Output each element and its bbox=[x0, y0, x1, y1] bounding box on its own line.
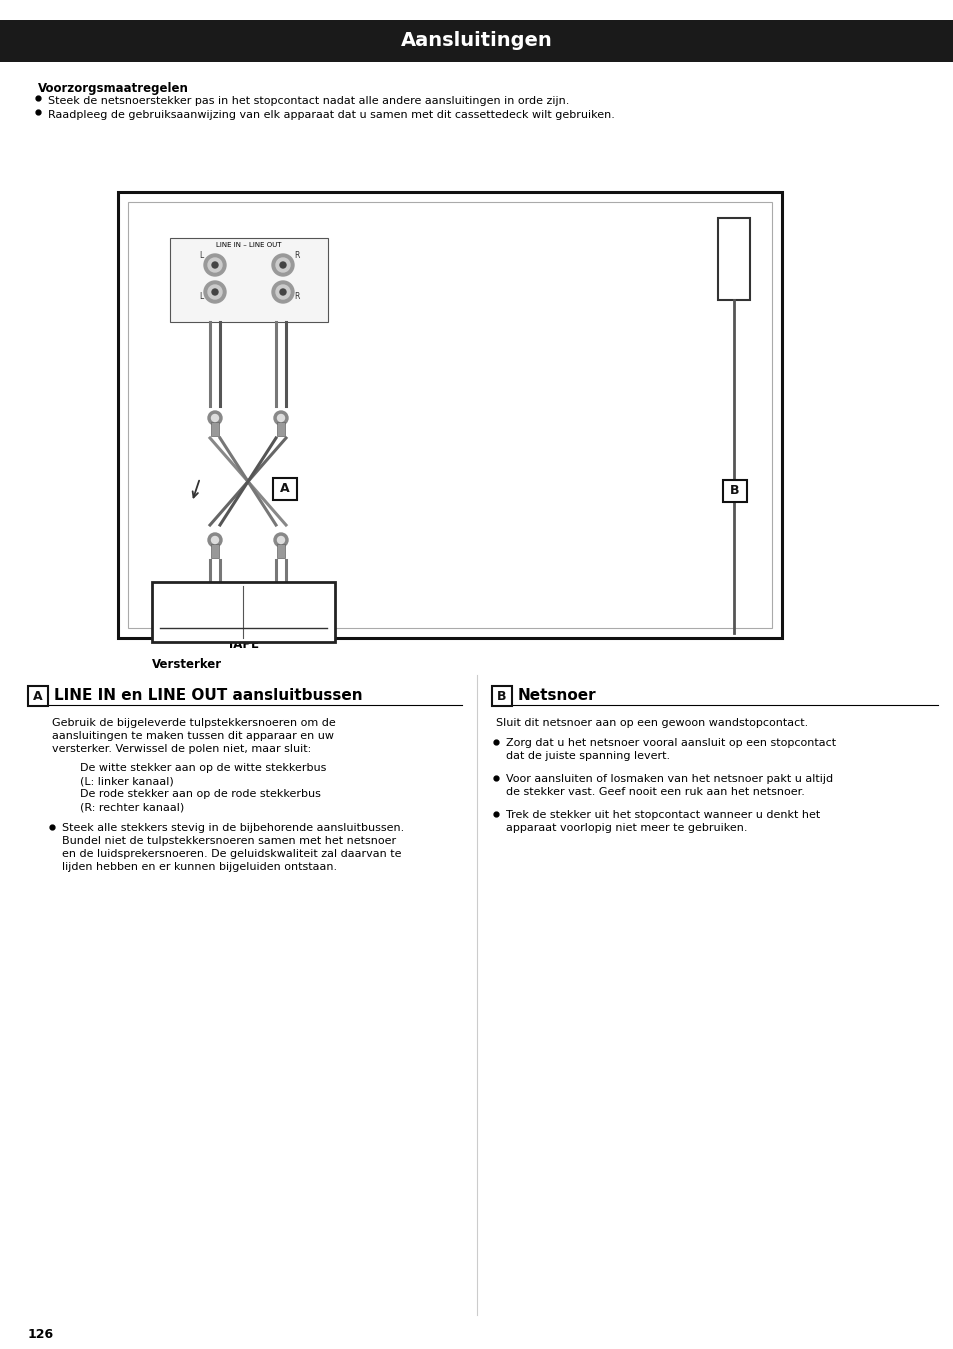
Text: apparaat voorlopig niet meer te gebruiken.: apparaat voorlopig niet meer te gebruike… bbox=[505, 823, 747, 832]
Text: PLAY: PLAY bbox=[265, 600, 297, 612]
Bar bbox=[28, 687, 48, 706]
Bar bbox=[211, 422, 219, 436]
Text: De rode stekker aan op de rode stekkerbus: De rode stekker aan op de rode stekkerbu… bbox=[80, 789, 320, 799]
Circle shape bbox=[274, 411, 288, 425]
Text: B: B bbox=[729, 484, 739, 498]
Circle shape bbox=[212, 537, 218, 544]
Bar bbox=[718, 219, 749, 299]
Bar bbox=[0, 20, 953, 62]
Circle shape bbox=[212, 414, 218, 421]
Circle shape bbox=[212, 289, 218, 295]
Text: (L: linker kanaal): (L: linker kanaal) bbox=[80, 776, 173, 786]
Text: dat de juiste spanning levert.: dat de juiste spanning levert. bbox=[505, 751, 669, 761]
Text: Voor aansluiten of losmaken van het netsnoer pakt u altijd: Voor aansluiten of losmaken van het nets… bbox=[505, 774, 832, 784]
Text: Netsnoer: Netsnoer bbox=[517, 688, 596, 703]
Bar bbox=[722, 480, 746, 502]
Text: Gebruik de bijgeleverde tulpstekkersnoeren om de: Gebruik de bijgeleverde tulpstekkersnoer… bbox=[52, 718, 335, 728]
Text: lijden hebben en er kunnen bijgeluiden ontstaan.: lijden hebben en er kunnen bijgeluiden o… bbox=[62, 862, 336, 871]
Circle shape bbox=[272, 254, 294, 277]
Circle shape bbox=[275, 285, 290, 299]
Text: R: R bbox=[294, 251, 299, 260]
Bar bbox=[118, 192, 781, 638]
Text: Steek de netsnoerstekker pas in het stopcontact nadat alle andere aansluitingen : Steek de netsnoerstekker pas in het stop… bbox=[48, 96, 569, 107]
Text: Aansluitingen: Aansluitingen bbox=[400, 31, 553, 50]
Text: L: L bbox=[198, 291, 203, 301]
Text: Versterker: Versterker bbox=[152, 658, 222, 670]
Text: Steek alle stekkers stevig in de bijbehorende aansluitbussen.: Steek alle stekkers stevig in de bijbeho… bbox=[62, 823, 404, 832]
Circle shape bbox=[204, 254, 226, 277]
Text: Raadpleeg de gebruiksaanwijzing van elk apparaat dat u samen met dit cassettedec: Raadpleeg de gebruiksaanwijzing van elk … bbox=[48, 111, 615, 120]
Text: TAPE: TAPE bbox=[227, 638, 260, 652]
Bar bbox=[211, 544, 219, 558]
Text: De witte stekker aan op de witte stekkerbus: De witte stekker aan op de witte stekker… bbox=[80, 764, 326, 773]
Text: aansluitingen te maken tussen dit apparaar en uw: aansluitingen te maken tussen dit appara… bbox=[52, 731, 334, 741]
Text: R   L: R L bbox=[270, 588, 292, 598]
Bar bbox=[170, 237, 328, 322]
Bar bbox=[128, 202, 771, 629]
Text: L: L bbox=[198, 251, 203, 260]
Circle shape bbox=[204, 281, 226, 304]
Circle shape bbox=[277, 414, 284, 421]
Text: Bundel niet de tulpstekkersnoeren samen met het netsnoer: Bundel niet de tulpstekkersnoeren samen … bbox=[62, 836, 395, 846]
Text: de stekker vast. Geef nooit een ruk aan het netsnoer.: de stekker vast. Geef nooit een ruk aan … bbox=[505, 786, 804, 797]
Text: REC: REC bbox=[202, 600, 228, 612]
Text: (R: rechter kanaal): (R: rechter kanaal) bbox=[80, 803, 184, 812]
Bar bbox=[276, 422, 285, 436]
Text: Zorg dat u het netsnoer vooral aansluit op een stopcontact: Zorg dat u het netsnoer vooral aansluit … bbox=[505, 738, 835, 747]
Text: R: R bbox=[294, 291, 299, 301]
Circle shape bbox=[277, 537, 284, 544]
Circle shape bbox=[272, 281, 294, 304]
Bar bbox=[276, 544, 285, 558]
Circle shape bbox=[212, 262, 218, 268]
Bar bbox=[492, 687, 512, 706]
Circle shape bbox=[208, 411, 222, 425]
Bar bbox=[273, 478, 296, 500]
Text: Trek de stekker uit het stopcontact wanneer u denkt het: Trek de stekker uit het stopcontact wann… bbox=[505, 809, 820, 820]
Text: A: A bbox=[280, 483, 290, 495]
Circle shape bbox=[275, 258, 290, 272]
Circle shape bbox=[208, 533, 222, 546]
Circle shape bbox=[208, 285, 222, 299]
Text: Voorzorgsmaatregelen: Voorzorgsmaatregelen bbox=[38, 82, 189, 94]
Text: en de luidsprekersnoeren. De geluidskwaliteit zal daarvan te: en de luidsprekersnoeren. De geluidskwal… bbox=[62, 849, 401, 859]
Circle shape bbox=[280, 262, 286, 268]
Text: Sluit dit netsnoer aan op een gewoon wandstopcontact.: Sluit dit netsnoer aan op een gewoon wan… bbox=[496, 718, 807, 728]
Text: L   R: L R bbox=[204, 588, 226, 598]
Circle shape bbox=[280, 289, 286, 295]
Text: B: B bbox=[497, 689, 506, 703]
Text: versterker. Verwissel de polen niet, maar sluit:: versterker. Verwissel de polen niet, maa… bbox=[52, 745, 311, 754]
Text: LINE IN en LINE OUT aansluitbussen: LINE IN en LINE OUT aansluitbussen bbox=[54, 688, 362, 703]
Text: 126: 126 bbox=[28, 1327, 54, 1341]
Text: LINE IN – LINE OUT: LINE IN – LINE OUT bbox=[216, 241, 281, 248]
Circle shape bbox=[274, 533, 288, 546]
Bar bbox=[152, 581, 335, 642]
Text: A: A bbox=[33, 689, 43, 703]
Circle shape bbox=[208, 258, 222, 272]
